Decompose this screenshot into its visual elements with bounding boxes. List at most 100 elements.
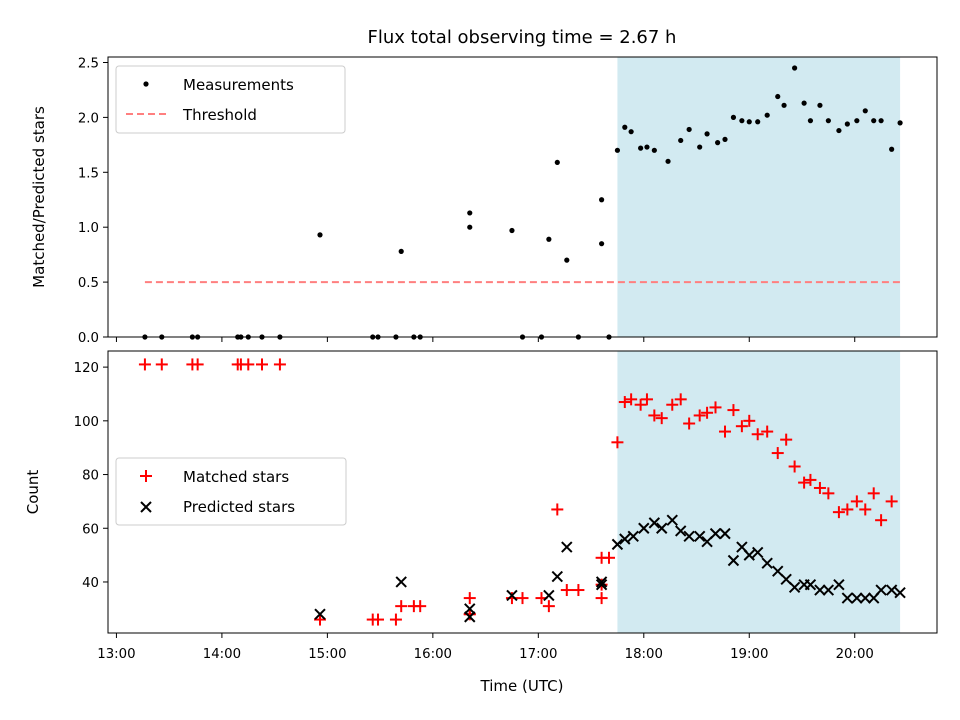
matched-star-point — [560, 584, 573, 597]
measurement-point — [862, 108, 868, 114]
predicted-star-point — [822, 584, 835, 596]
measurement-point — [599, 197, 605, 203]
matched-star-point — [516, 592, 529, 605]
measurement-point — [836, 127, 842, 134]
matched-star-point — [771, 447, 784, 460]
matched-star-point — [804, 473, 817, 486]
matched-star-point — [618, 396, 631, 409]
bottom-x-tick-label: 17:00 — [519, 647, 557, 662]
matched-star-point — [389, 613, 402, 626]
predicted-star-point — [751, 546, 764, 559]
measurement-point — [739, 118, 745, 124]
matched-star-point — [798, 476, 811, 489]
bottom-highlight-span — [617, 351, 901, 633]
matched-star-point — [191, 358, 204, 371]
matched-star-point — [463, 592, 476, 605]
measurement-point — [665, 158, 671, 164]
matched-star-point — [683, 417, 696, 430]
bottom-y-axis-label: Count — [24, 470, 42, 515]
bottom-x-tick-label: 19:00 — [730, 647, 768, 662]
measurement-point — [871, 118, 877, 124]
predicted-star-point — [743, 549, 755, 561]
measurement-point — [792, 65, 798, 71]
matched-star-point — [640, 393, 653, 406]
predicted-star-point — [638, 522, 650, 534]
bottom-legend-box — [115, 457, 347, 526]
matched-star-point — [414, 600, 427, 613]
bottom-legend: Matched stars Predicted stars — [115, 457, 347, 526]
matched-star-point — [822, 487, 835, 500]
chart-title: Flux total observing time = 2.67 h — [368, 27, 677, 48]
bottom-panel: 40 60 80 100 120 13:00 14:00 15:00 16:00 17:00 18… — [24, 350, 938, 695]
matched-star-point — [780, 433, 793, 446]
matched-star-point — [674, 393, 687, 406]
predicted-stars-points — [314, 514, 906, 623]
top-legend-box — [115, 65, 346, 134]
bottom-x-tick-label: 20:00 — [836, 647, 874, 662]
predicted-star-point — [595, 576, 608, 588]
top-legend: Measurements Threshold — [115, 65, 346, 134]
predicted-star-point — [875, 584, 887, 596]
measurement-point — [825, 118, 831, 124]
matched-star-point — [666, 398, 679, 411]
measurement-point — [628, 129, 634, 135]
measurement-point — [317, 232, 323, 238]
measurement-point — [509, 227, 515, 234]
predicted-star-point — [648, 517, 661, 529]
matched-star-point — [611, 436, 624, 449]
predicted-star-point — [851, 592, 863, 604]
matched-star-point — [788, 460, 801, 473]
predicted-star-point — [506, 589, 518, 602]
measurement-point — [755, 119, 761, 125]
matched-star-point — [634, 398, 647, 411]
predicted-star-point — [314, 608, 326, 620]
measurement-point — [781, 102, 787, 108]
measurement-point — [467, 224, 473, 230]
matched-star-point — [648, 409, 661, 422]
measurement-point — [722, 136, 728, 142]
matched-star-point — [542, 600, 555, 613]
measurement-point — [599, 241, 605, 247]
measurement-point — [651, 147, 657, 153]
legend-matched-label: Matched stars — [183, 468, 289, 486]
predicted-star-point — [761, 557, 773, 569]
measurement-point — [686, 126, 692, 133]
matched-stars-points — [138, 358, 898, 626]
matched-star-point — [372, 613, 385, 626]
matched-star-point — [813, 481, 826, 494]
matched-star-point — [242, 358, 255, 371]
matched-star-point — [841, 503, 854, 516]
measurement-point — [730, 114, 737, 120]
predicted-star-point — [683, 530, 695, 543]
matched-star-point — [602, 551, 615, 564]
bottom-x-tick-label: 16:00 — [414, 647, 452, 662]
predicted-star-point — [674, 525, 687, 537]
measurement-point — [697, 144, 703, 150]
bottom-x-ticks: 13:00 14:00 15:00 16:00 17:00 18:00 19:00 20:00 — [97, 633, 874, 662]
matched-star-point — [832, 506, 845, 519]
measurement-point — [844, 121, 850, 127]
predicted-star-point — [551, 570, 564, 583]
predicted-star-point — [814, 584, 826, 596]
measurement-point — [764, 112, 770, 118]
predicted-star-point — [464, 611, 476, 623]
predicted-star-point — [561, 541, 573, 553]
top-y-tick-label: 1.0 — [78, 221, 99, 236]
measurement-point — [775, 93, 781, 100]
bottom-x-tick-label: 18:00 — [625, 647, 663, 662]
top-panel: 0.0 0.5 1.0 1.5 2.0 2.5 Matched/Predicted sta… — [30, 56, 938, 346]
top-y-tick-label: 0.0 — [78, 331, 99, 346]
legend-predicted-label: Predicted stars — [183, 498, 295, 516]
measurement-point — [889, 146, 895, 152]
bottom-y-tick-label: 120 — [74, 361, 99, 376]
measurement-point — [801, 100, 807, 106]
predicted-star-point — [395, 576, 407, 588]
matched-star-point — [727, 404, 740, 417]
matched-star-point — [655, 412, 668, 425]
top-y-tick-label: 1.5 — [78, 166, 99, 181]
measurement-point — [564, 257, 570, 263]
matched-star-point — [761, 425, 774, 438]
matched-star-point — [625, 393, 638, 406]
predicted-star-point — [543, 589, 555, 602]
